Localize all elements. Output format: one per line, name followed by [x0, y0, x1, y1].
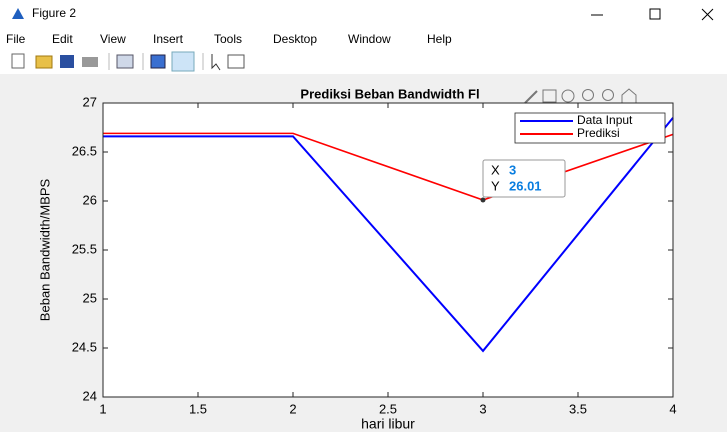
datatip-marker — [480, 197, 486, 203]
print-icon[interactable] — [82, 57, 98, 67]
legend-label: Data Input — [577, 113, 633, 127]
x-axis-label: hari libur — [361, 416, 415, 432]
pointer-icon[interactable] — [211, 54, 221, 71]
y-tick-label: 25 — [83, 290, 97, 305]
property-icon[interactable] — [227, 54, 245, 69]
datatip-y: 26.01 — [509, 178, 542, 193]
legend-icon[interactable] — [171, 51, 195, 72]
legend-box — [514, 112, 666, 144]
app-icon — [12, 8, 24, 19]
menu-item[interactable]: Window — [348, 32, 391, 46]
save-icon[interactable] — [60, 55, 74, 68]
open-icon[interactable] — [35, 55, 53, 69]
x-tick-label: 1.5 — [189, 401, 207, 416]
colorbar-icon[interactable] — [150, 54, 166, 69]
y-tick-label: 25.5 — [72, 241, 97, 256]
maximize-button[interactable] — [649, 8, 661, 20]
datatip-x: 3 — [509, 162, 516, 177]
pan-icon[interactable] — [561, 89, 575, 103]
y-tick-label: 24.5 — [72, 339, 97, 354]
toolbar — [11, 51, 245, 72]
y-tick-label: 26.5 — [72, 143, 97, 158]
y-tick-label: 27 — [83, 94, 97, 109]
brush-icon[interactable] — [524, 90, 538, 104]
menu-item[interactable]: View — [100, 32, 126, 46]
x-tick-label: 2 — [289, 401, 296, 416]
zoom-out-icon[interactable] — [602, 89, 614, 101]
close-button[interactable] — [701, 8, 714, 21]
x-tick-label: 1 — [99, 401, 106, 416]
new-icon[interactable] — [11, 53, 25, 69]
chart-title: Prediksi Beban Bandwidth Fl — [300, 86, 479, 101]
x-tick-label: 3.5 — [569, 401, 587, 416]
datatip-box — [482, 159, 566, 198]
menu-item[interactable]: Insert — [153, 32, 184, 46]
legend-label: Prediksi — [577, 126, 620, 140]
menu-item[interactable]: File — [6, 32, 26, 46]
window-title: Figure 2 — [32, 6, 76, 20]
menu-item[interactable]: Edit — [52, 32, 73, 46]
y-axis-label: Beban Bandwidth/MBPS — [37, 178, 52, 321]
menu-item[interactable]: Tools — [214, 32, 242, 46]
data-line — [103, 117, 674, 353]
menu-item[interactable]: Help — [427, 32, 452, 46]
axes-box — [102, 102, 674, 398]
x-tick-label: 3 — [479, 401, 486, 416]
x-tick-label: 4 — [669, 401, 676, 416]
datatip-icon[interactable] — [542, 89, 557, 103]
link-icon[interactable] — [116, 54, 134, 69]
data-line — [103, 132, 674, 201]
zoom-in-icon[interactable] — [582, 89, 594, 101]
x-tick-label: 2.5 — [379, 401, 397, 416]
menu-item[interactable]: Desktop — [273, 32, 317, 46]
y-tick-label: 24 — [83, 388, 97, 403]
y-tick-label: 26 — [83, 192, 97, 207]
datatip-x-label: X — [491, 162, 500, 177]
axes-toolbar — [524, 88, 637, 104]
datatip-y-label: Y — [491, 178, 500, 193]
axes-bg — [103, 103, 673, 397]
